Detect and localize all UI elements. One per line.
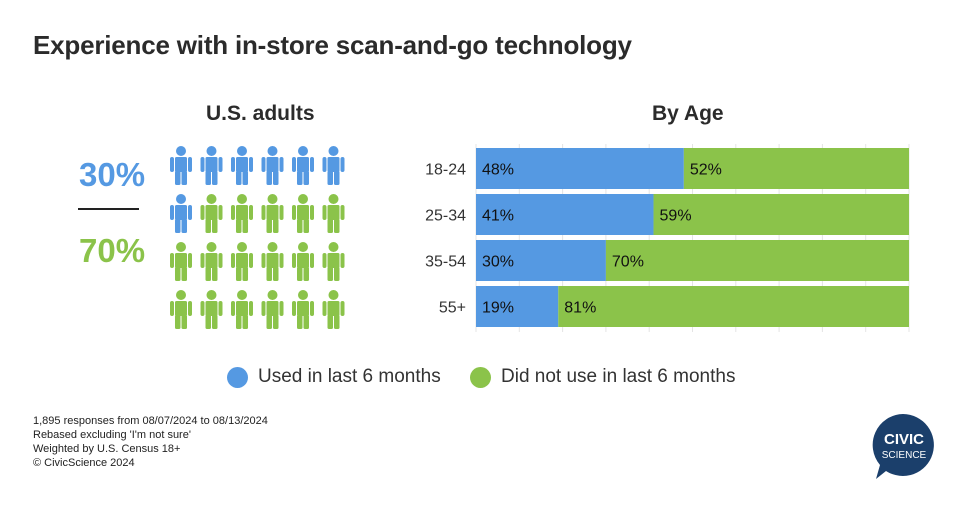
- footnote-line: Rebased excluding 'I'm not sure': [33, 429, 191, 441]
- category-label: 25-34: [425, 208, 466, 225]
- footnotes: 1,895 responses from 08/07/2024 to 08/13…: [33, 414, 268, 470]
- person-icon: [200, 194, 223, 233]
- legend-swatch-not-used: [470, 366, 491, 388]
- person-icon: [292, 146, 314, 185]
- data-label: 41%: [482, 208, 514, 225]
- civicscience-logo: CIVIC SCIENCE: [872, 414, 934, 479]
- person-icon: [200, 242, 223, 281]
- bar-used: [476, 194, 654, 235]
- people-icon-grid: [170, 146, 345, 329]
- person-icon: [322, 146, 345, 185]
- legend-item-used: Used in last 6 months: [227, 366, 441, 388]
- person-icon: [292, 194, 314, 233]
- person-icon: [200, 146, 223, 185]
- bar-not-used: [605, 240, 909, 281]
- category-label: 55+: [439, 300, 466, 317]
- category-label: 18-24: [425, 162, 466, 179]
- person-icon: [231, 194, 253, 233]
- person-icon: [261, 194, 284, 233]
- person-icon: [231, 146, 253, 185]
- person-icon: [292, 290, 314, 329]
- data-label: 81%: [564, 300, 596, 317]
- bar-used: [476, 240, 606, 281]
- percentage-divider: [78, 208, 139, 210]
- not-used-percentage: 70%: [79, 232, 146, 269]
- person-icon: [231, 242, 253, 281]
- by-age-heading: By Age: [652, 102, 724, 125]
- person-icon: [170, 290, 192, 329]
- data-label: 59%: [660, 208, 692, 225]
- us-adults-heading: U.S. adults: [206, 102, 315, 125]
- person-icon: [261, 146, 284, 185]
- footnote-line: 1,895 responses from 08/07/2024 to 08/13…: [33, 415, 268, 427]
- person-icon: [322, 194, 345, 233]
- category-label: 35-54: [425, 254, 466, 271]
- data-label: 19%: [482, 300, 514, 317]
- legend-label-used: Used in last 6 months: [258, 366, 441, 387]
- person-icon: [292, 242, 314, 281]
- person-icon: [261, 290, 284, 329]
- bar-used: [476, 286, 559, 327]
- legend-item-not-used: Did not use in last 6 months: [470, 366, 735, 388]
- bar-not-used: [653, 194, 909, 235]
- legend-label-not-used: Did not use in last 6 months: [501, 366, 736, 387]
- person-icon: [170, 242, 192, 281]
- bar-not-used: [558, 286, 909, 327]
- footnote-line: © CivicScience 2024: [33, 457, 135, 469]
- logo-text-civic: CIVIC: [884, 431, 924, 448]
- bar-used: [476, 148, 684, 189]
- data-label: 70%: [612, 254, 644, 271]
- person-icon: [261, 242, 284, 281]
- person-icon: [200, 290, 223, 329]
- data-label: 30%: [482, 254, 514, 271]
- person-icon: [322, 242, 345, 281]
- chart-title: Experience with in-store scan-and-go tec…: [33, 30, 632, 60]
- data-label: 48%: [482, 162, 514, 179]
- bar-not-used: [683, 148, 909, 189]
- person-icon: [322, 290, 345, 329]
- logo-text-science: SCIENCE: [882, 450, 927, 461]
- person-icon: [231, 290, 253, 329]
- footnote-line: Weighted by U.S. Census 18+: [33, 443, 181, 455]
- data-label: 52%: [690, 162, 722, 179]
- legend-swatch-used: [227, 366, 248, 388]
- person-icon: [170, 146, 192, 185]
- age-bar-chart: 18-24 48% 52% 25-34 41% 59% 35-54 30% 70% 55+ 19% 8…: [425, 144, 910, 332]
- used-percentage: 30%: [79, 156, 146, 193]
- person-icon: [170, 194, 192, 233]
